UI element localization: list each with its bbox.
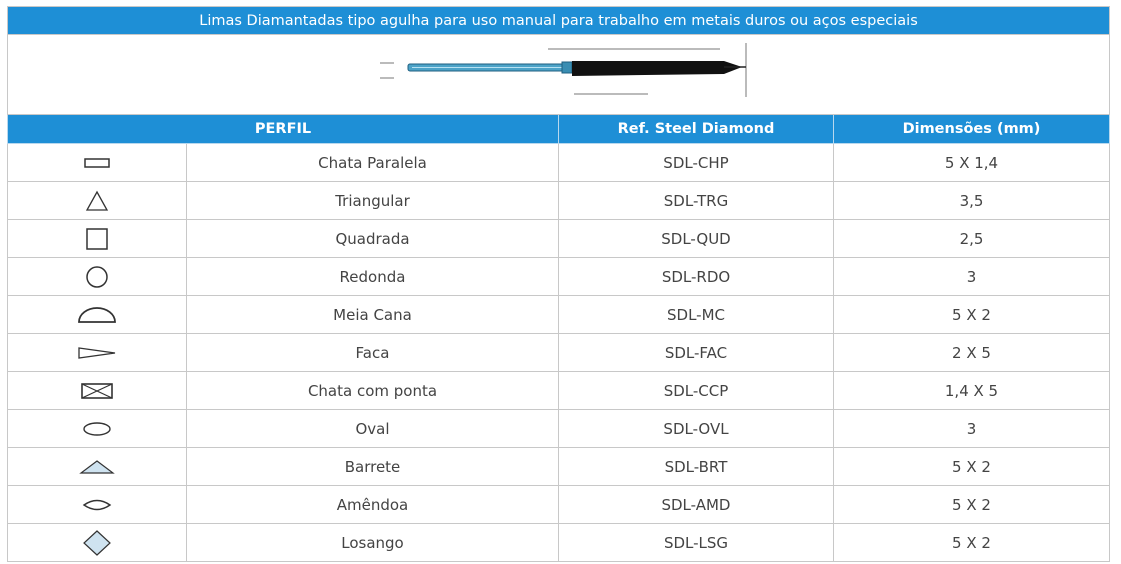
profile-name: Redonda	[186, 257, 559, 296]
header-perfil: PERFIL	[7, 114, 559, 144]
dimension-value: 1,4 X 5	[833, 371, 1110, 410]
table-row: Faca SDL-FAC 2 X 5	[7, 333, 1110, 372]
table-row: Meia Cana SDL-MC 5 X 2	[7, 295, 1110, 334]
profile-name: Barrete	[186, 447, 559, 486]
table-row: Chata com ponta SDL-CCP 1,4 X 5	[7, 371, 1110, 410]
table-row: Amêndoa SDL-AMD 5 X 2	[7, 485, 1110, 524]
crossed-rectangle-icon	[75, 380, 119, 402]
circle-icon	[77, 264, 117, 290]
ref-code: SDL-AMD	[558, 485, 834, 524]
dimension-value: 5 X 2	[833, 295, 1110, 334]
table-row: Redonda SDL-RDO 3	[7, 257, 1110, 296]
dimension-value: 5 X 1,4	[833, 143, 1110, 182]
table-title: Limas Diamantadas tipo agulha para uso m…	[7, 6, 1110, 35]
ref-code: SDL-FAC	[558, 333, 834, 372]
dimension-value: 5 X 2	[833, 447, 1110, 486]
header-dimensions: Dimensões (mm)	[833, 114, 1110, 144]
product-table: Limas Diamantadas tipo agulha para uso m…	[7, 6, 1110, 562]
knife-icon	[75, 343, 119, 363]
table-row: Triangular SDL-TRG 3,5	[7, 181, 1110, 220]
ref-code: SDL-TRG	[558, 181, 834, 220]
dimension-value: 3,5	[833, 181, 1110, 220]
table-row: Quadrada SDL-QUD 2,5	[7, 219, 1110, 258]
file-image-cell	[7, 34, 1110, 115]
profile-name: Amêndoa	[186, 485, 559, 524]
flat-rectangle-icon	[77, 153, 117, 173]
ref-code: SDL-LSG	[558, 523, 834, 562]
profile-name: Quadrada	[186, 219, 559, 258]
triangle-icon	[77, 189, 117, 213]
table-row: Losango SDL-LSG 5 X 2	[7, 523, 1110, 562]
barrette-icon	[75, 457, 119, 477]
profile-name: Losango	[186, 523, 559, 562]
almond-icon	[75, 495, 119, 515]
ref-code: SDL-CHP	[558, 143, 834, 182]
half-round-icon	[75, 304, 119, 326]
profile-name: Chata Paralela	[186, 143, 559, 182]
square-icon	[77, 226, 117, 252]
dimension-value: 2 X 5	[833, 333, 1110, 372]
header-ref: Ref. Steel Diamond	[558, 114, 834, 144]
oval-icon	[75, 419, 119, 439]
table-row: Chata Paralela SDL-CHP 5 X 1,4	[7, 143, 1110, 182]
ref-code: SDL-OVL	[558, 409, 834, 448]
dimension-value: 5 X 2	[833, 485, 1110, 524]
table-row: Barrete SDL-BRT 5 X 2	[7, 447, 1110, 486]
profile-name: Chata com ponta	[186, 371, 559, 410]
profile-name: Oval	[186, 409, 559, 448]
product-table-container: Limas Diamantadas tipo agulha para uso m…	[7, 6, 1110, 562]
ref-code: SDL-QUD	[558, 219, 834, 258]
needle-file-image	[380, 43, 747, 97]
profile-name: Meia Cana	[186, 295, 559, 334]
dimension-value: 3	[833, 257, 1110, 296]
dimension-value: 2,5	[833, 219, 1110, 258]
profile-name: Faca	[186, 333, 559, 372]
ref-code: SDL-MC	[558, 295, 834, 334]
ref-code: SDL-RDO	[558, 257, 834, 296]
table-row: Oval SDL-OVL 3	[7, 409, 1110, 448]
ref-code: SDL-BRT	[558, 447, 834, 486]
profile-name: Triangular	[186, 181, 559, 220]
diamond-icon	[75, 529, 119, 557]
ref-code: SDL-CCP	[558, 371, 834, 410]
dimension-value: 5 X 2	[833, 523, 1110, 562]
dimension-value: 3	[833, 409, 1110, 448]
